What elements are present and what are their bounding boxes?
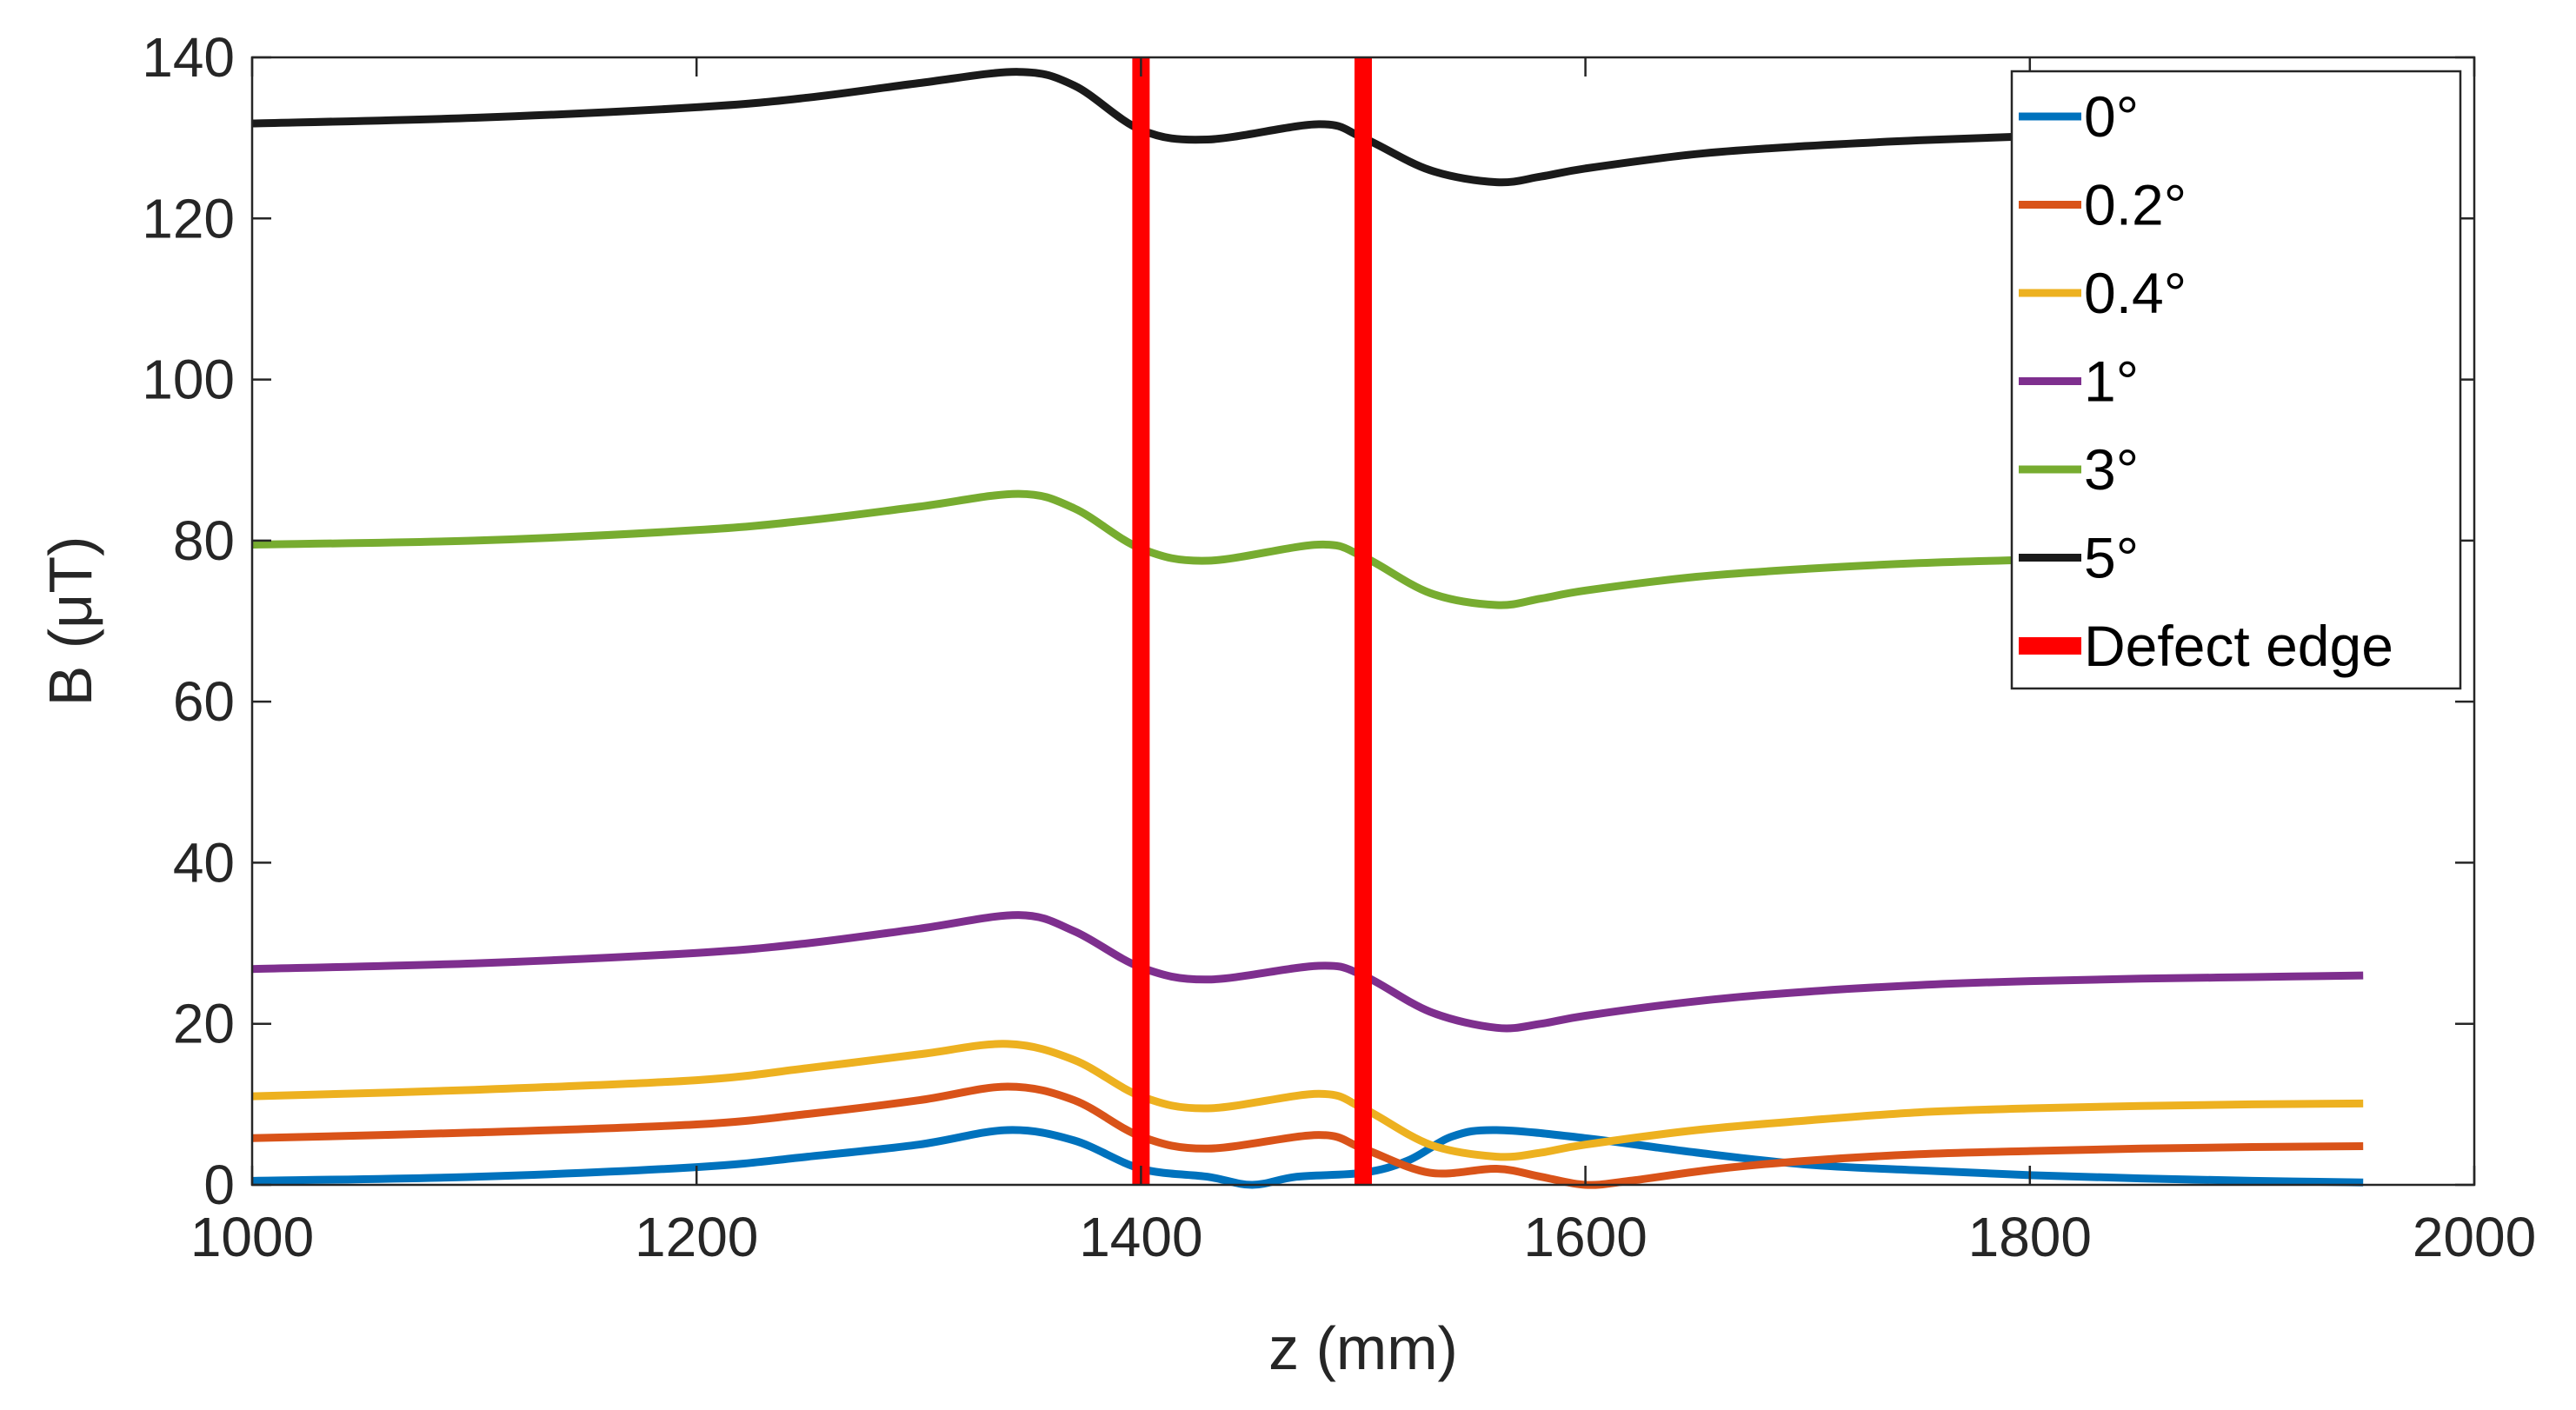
legend-label-4: 3° [2084,437,2139,502]
legend-label-3: 1° [2084,349,2139,414]
x-tick-label-2: 1400 [1079,1206,1202,1268]
series-line-2 [251,1040,2364,1161]
y-axis: 0 20 40 60 80 100 120 140 [142,26,2474,1216]
series-line-1 [251,1082,2364,1189]
y-tick-label-4: 80 [173,509,235,572]
y-tick-label-7: 140 [142,26,235,89]
x-axis: 1000 1200 1400 1600 1800 2000 [190,57,2536,1268]
y-axis-title: B (μT) [37,536,104,707]
y-tick-label-1: 20 [173,993,235,1055]
series-group [251,68,2364,1189]
axes-frame [250,56,2476,1187]
plot-area: 1000 1200 1400 1600 1800 2000 0 20 40 60 80 100 120… [142,26,2536,1268]
legend-label-5: 5° [2084,526,2139,590]
x-tick-label-5: 2000 [2413,1206,2536,1268]
series-line-3 [251,911,2364,1033]
y-tick-label-5: 100 [142,349,235,411]
y-tick-label-2: 40 [173,831,235,894]
y-tick-label-3: 60 [173,670,235,733]
series-line-5 [251,68,2141,187]
x-tick-label-1: 1200 [635,1206,758,1268]
legend-label-0: 0° [2084,84,2139,149]
x-axis-title: z (mm) [1268,1314,1458,1382]
legend-label-6: Defect edge [2084,614,2393,678]
legend-label-2: 0.4° [2084,261,2187,325]
legend: 0° 0.2° 0.4° 1° 3° 5° Defect edge [2010,70,2462,690]
x-tick-label-3: 1600 [1523,1206,1647,1268]
y-tick-label-0: 0 [203,1154,235,1216]
legend-label-1: 0.2° [2084,173,2187,237]
legend-box [2010,70,2462,690]
x-tick-label-4: 1800 [1968,1206,2092,1268]
y-tick-label-6: 120 [142,187,235,249]
series-line-4 [251,489,2253,609]
x-tick-label-0: 1000 [190,1206,314,1268]
defect-edge-group [1132,57,1372,1185]
